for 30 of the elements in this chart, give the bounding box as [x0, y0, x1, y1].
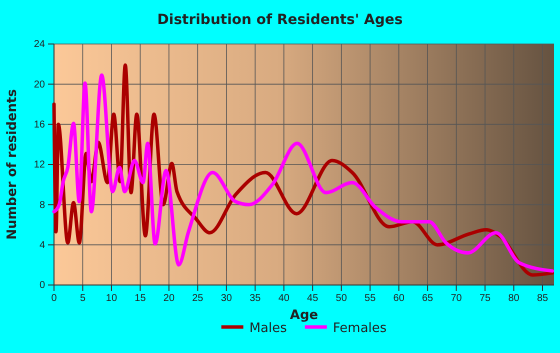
x-tick-label: 0	[51, 293, 58, 304]
x-tick-label: 20	[163, 293, 175, 304]
y-axis-title: Number of residents	[5, 88, 20, 240]
x-tick-label: 50	[336, 293, 348, 304]
x-axis-title: Age	[290, 308, 318, 323]
legend-label: Males	[249, 321, 288, 336]
x-tick-label: 45	[307, 293, 319, 304]
y-tick-label: 24	[34, 39, 46, 50]
x-tick-label: 85	[536, 293, 549, 304]
chart-title: Distribution of Residents' Ages	[157, 12, 403, 28]
x-tick-label: 40	[278, 293, 290, 304]
x-tick-label: 35	[250, 293, 262, 304]
x-tick-label: 75	[479, 293, 492, 304]
legend-label: Females	[332, 321, 387, 336]
x-tick-label: 65	[422, 293, 434, 304]
x-tick-label: 60	[393, 293, 405, 304]
x-tick-label: 80	[508, 293, 520, 304]
y-tick-label: 16	[34, 120, 46, 131]
y-tick-label: 8	[39, 200, 46, 211]
x-tick-label: 30	[220, 293, 232, 304]
x-tick-label: 25	[192, 293, 204, 304]
x-tick-label: 10	[106, 293, 118, 304]
x-tick-label: 70	[450, 293, 462, 304]
x-tick-label: 5	[80, 293, 86, 304]
y-tick-label: 20	[34, 79, 46, 90]
x-tick-label: 55	[364, 293, 376, 304]
y-tick-label: 0	[39, 280, 46, 292]
y-tick-label: 12	[34, 160, 46, 171]
y-tick-label: 4	[39, 240, 46, 252]
x-tick-label: 15	[134, 293, 146, 304]
